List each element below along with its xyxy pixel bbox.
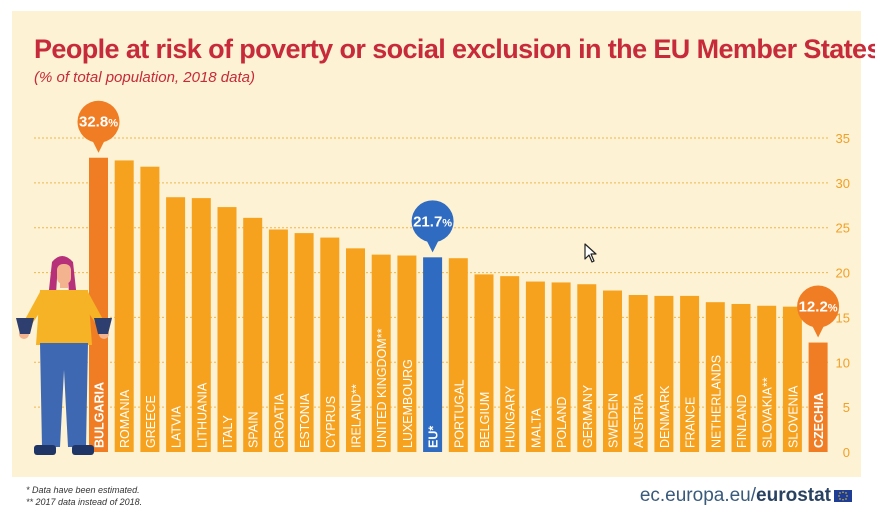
eurostat-link[interactable]: ec.europa.eu/eurostat xyxy=(640,485,831,507)
bar xyxy=(268,229,288,452)
bar xyxy=(423,257,443,452)
bar xyxy=(757,305,777,452)
y-axis-ticks: 0 5 10 15 20 25 30 35 xyxy=(836,131,850,460)
callout-bubble xyxy=(797,285,840,328)
bar xyxy=(397,255,417,452)
bar xyxy=(191,198,211,452)
callout-bubble xyxy=(77,100,120,143)
page-subtitle: (% of total population, 2018 data) xyxy=(34,69,255,86)
category-label: CZECHIA xyxy=(812,392,826,448)
category-label: GREECE xyxy=(144,395,158,448)
category-label: LUXEMBOURG xyxy=(401,359,415,448)
category-label: GERMANY xyxy=(581,384,595,448)
bar xyxy=(551,282,571,452)
bar xyxy=(371,254,391,452)
category-label: ESTONIA xyxy=(298,393,312,448)
category-label: EU* xyxy=(427,426,441,448)
category-label: FRANCE xyxy=(684,397,698,448)
bar xyxy=(731,303,751,452)
callout-value: 21.7% xyxy=(413,213,452,230)
y-tick-label: 0 xyxy=(843,445,850,460)
bar xyxy=(705,302,725,452)
brand-name[interactable]: eurostat xyxy=(756,485,831,506)
bar xyxy=(243,217,263,452)
bars xyxy=(89,157,828,453)
category-label: SPAIN xyxy=(247,411,261,448)
bar xyxy=(474,274,494,452)
category-label: DENMARK xyxy=(658,385,672,448)
y-tick-label: 20 xyxy=(836,266,850,281)
y-tick-label: 35 xyxy=(836,131,850,146)
bar xyxy=(320,237,340,452)
footnotes: * Data have been estimated. ** 2017 data… xyxy=(26,484,142,508)
footnote-2017-data: ** 2017 data instead of 2018. xyxy=(26,497,143,507)
bar xyxy=(628,295,648,452)
category-label: CYPRUS xyxy=(324,396,338,448)
bar xyxy=(217,207,237,452)
bar xyxy=(500,276,520,452)
category-labels: BULGARIA ROMANIA GREECE LATVIA LITHUANIA ITAL… xyxy=(93,328,827,448)
bar xyxy=(448,258,468,452)
category-label: AUSTRIA xyxy=(632,393,646,448)
y-tick-label: 5 xyxy=(843,400,850,415)
eu-flag-icon xyxy=(834,490,852,502)
y-tick-label: 30 xyxy=(836,176,850,191)
category-label: ITALY xyxy=(221,414,235,448)
bar xyxy=(525,281,545,452)
bar xyxy=(654,295,674,452)
callout-value: 32.8% xyxy=(79,114,118,131)
page-title: People at risk of poverty or social excl… xyxy=(34,34,875,64)
bar xyxy=(294,233,314,452)
y-tick-label: 15 xyxy=(836,310,850,325)
callout-value: 12.2% xyxy=(799,299,838,316)
category-label: MALTA xyxy=(529,408,543,448)
bar xyxy=(114,160,134,452)
bar xyxy=(140,166,160,453)
person-empty-pockets-icon xyxy=(16,256,112,455)
category-label: BULGARIA xyxy=(93,382,107,448)
category-label: IRELAND** xyxy=(350,384,364,448)
category-label: PORTUGAL xyxy=(452,379,466,448)
category-label: HUNGARY xyxy=(504,385,518,448)
bar xyxy=(346,248,365,452)
category-label: SWEDEN xyxy=(607,393,621,448)
category-label: SLOVENIA xyxy=(786,385,800,448)
callout-bubble xyxy=(411,200,454,243)
category-label: CROATIA xyxy=(272,393,286,448)
category-label: POLAND xyxy=(555,397,569,448)
y-tick-label: 10 xyxy=(836,355,850,370)
bar xyxy=(577,284,597,452)
bar xyxy=(782,306,802,452)
bar xyxy=(680,295,700,452)
category-label: LITHUANIA xyxy=(195,382,209,448)
site-url[interactable]: ec.europa.eu/ xyxy=(639,485,757,506)
mouse-pointer-icon xyxy=(584,243,597,263)
category-label: UNITED KINGDOM** xyxy=(375,328,389,448)
category-label: LATVIA xyxy=(170,405,184,448)
category-label: SLOVAKIA** xyxy=(761,377,775,448)
bar xyxy=(89,157,108,453)
category-label: FINLAND xyxy=(735,395,749,448)
bar xyxy=(166,197,186,452)
bar xyxy=(603,290,622,452)
y-tick-label: 25 xyxy=(836,221,850,236)
category-label: NETHERLANDS xyxy=(709,355,723,448)
category-label: ROMANIA xyxy=(118,389,132,448)
value-callouts: 32.8% 21.7% 12.2% xyxy=(77,100,840,338)
bar xyxy=(808,342,828,452)
category-label: BELGIUM xyxy=(478,392,492,448)
footnote-estimated: * Data have been estimated. xyxy=(26,485,140,495)
